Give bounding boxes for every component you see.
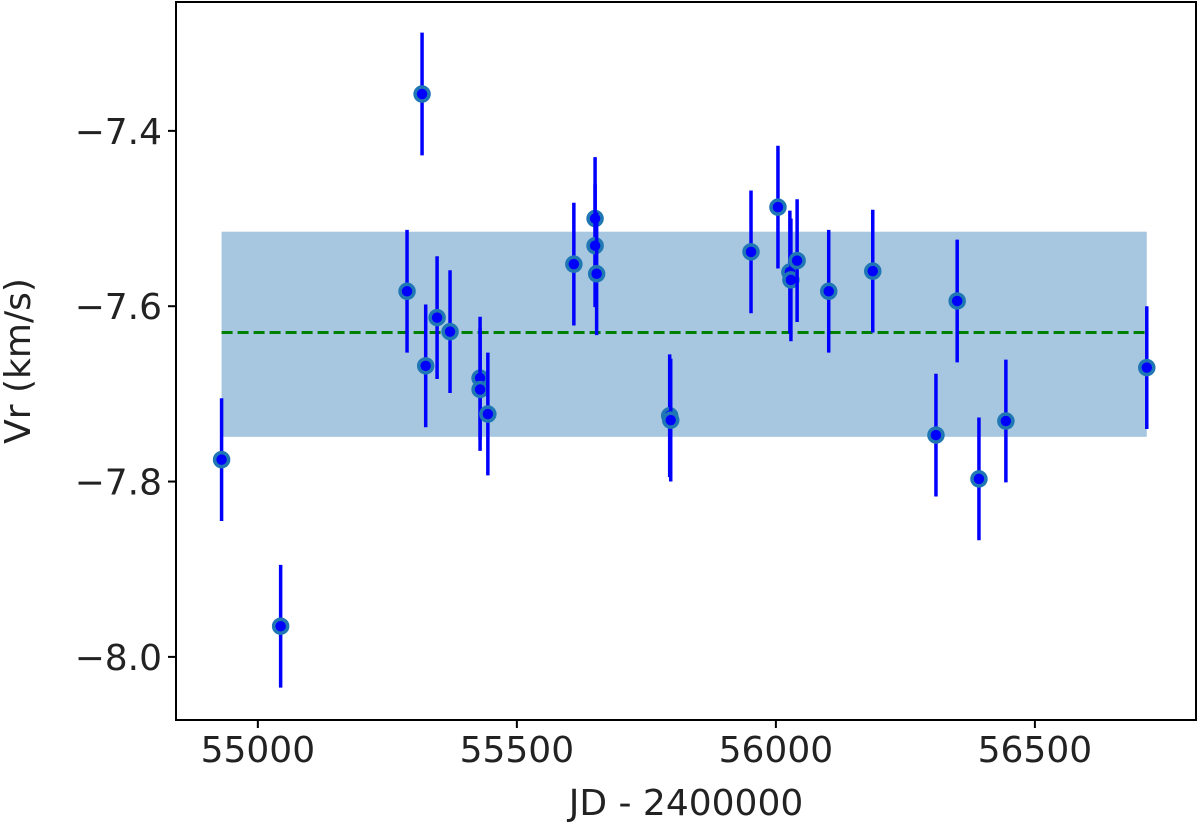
data-point bbox=[927, 426, 945, 444]
data-point bbox=[661, 411, 680, 429]
data-point bbox=[742, 243, 760, 261]
x-tick-label: 56000 bbox=[719, 730, 834, 771]
x-tick-label: 56500 bbox=[978, 730, 1093, 771]
x-tick-label: 55000 bbox=[201, 730, 316, 771]
data-point bbox=[471, 380, 489, 399]
y-tick-label: −7.8 bbox=[75, 463, 162, 504]
data-point bbox=[416, 357, 435, 375]
data-point bbox=[587, 265, 606, 283]
data-point bbox=[970, 470, 988, 488]
data-point bbox=[212, 450, 231, 469]
plot-frame bbox=[175, 1, 1197, 721]
y-tick-label: −7.6 bbox=[75, 287, 162, 328]
data-point bbox=[479, 405, 497, 423]
data-point bbox=[769, 198, 787, 216]
y-tick-label: −7.4 bbox=[75, 112, 162, 153]
data-point bbox=[398, 282, 416, 301]
data-point bbox=[1138, 358, 1156, 377]
data-point bbox=[565, 255, 583, 273]
band bbox=[221, 231, 1147, 437]
x-axis-label: JD - 2400000 bbox=[567, 783, 804, 824]
data-point bbox=[863, 262, 882, 280]
x-tick-label: 55500 bbox=[460, 730, 575, 771]
data-point bbox=[948, 292, 966, 310]
y-tick-label: −8.0 bbox=[75, 638, 162, 679]
data-point bbox=[997, 412, 1015, 430]
y-axis-label: Vr (km/s) bbox=[0, 278, 39, 444]
data-point bbox=[428, 308, 446, 327]
data-point bbox=[441, 322, 459, 341]
data-point bbox=[413, 85, 431, 103]
data-point bbox=[271, 617, 290, 635]
data-point bbox=[819, 282, 838, 301]
data-point bbox=[788, 251, 806, 270]
